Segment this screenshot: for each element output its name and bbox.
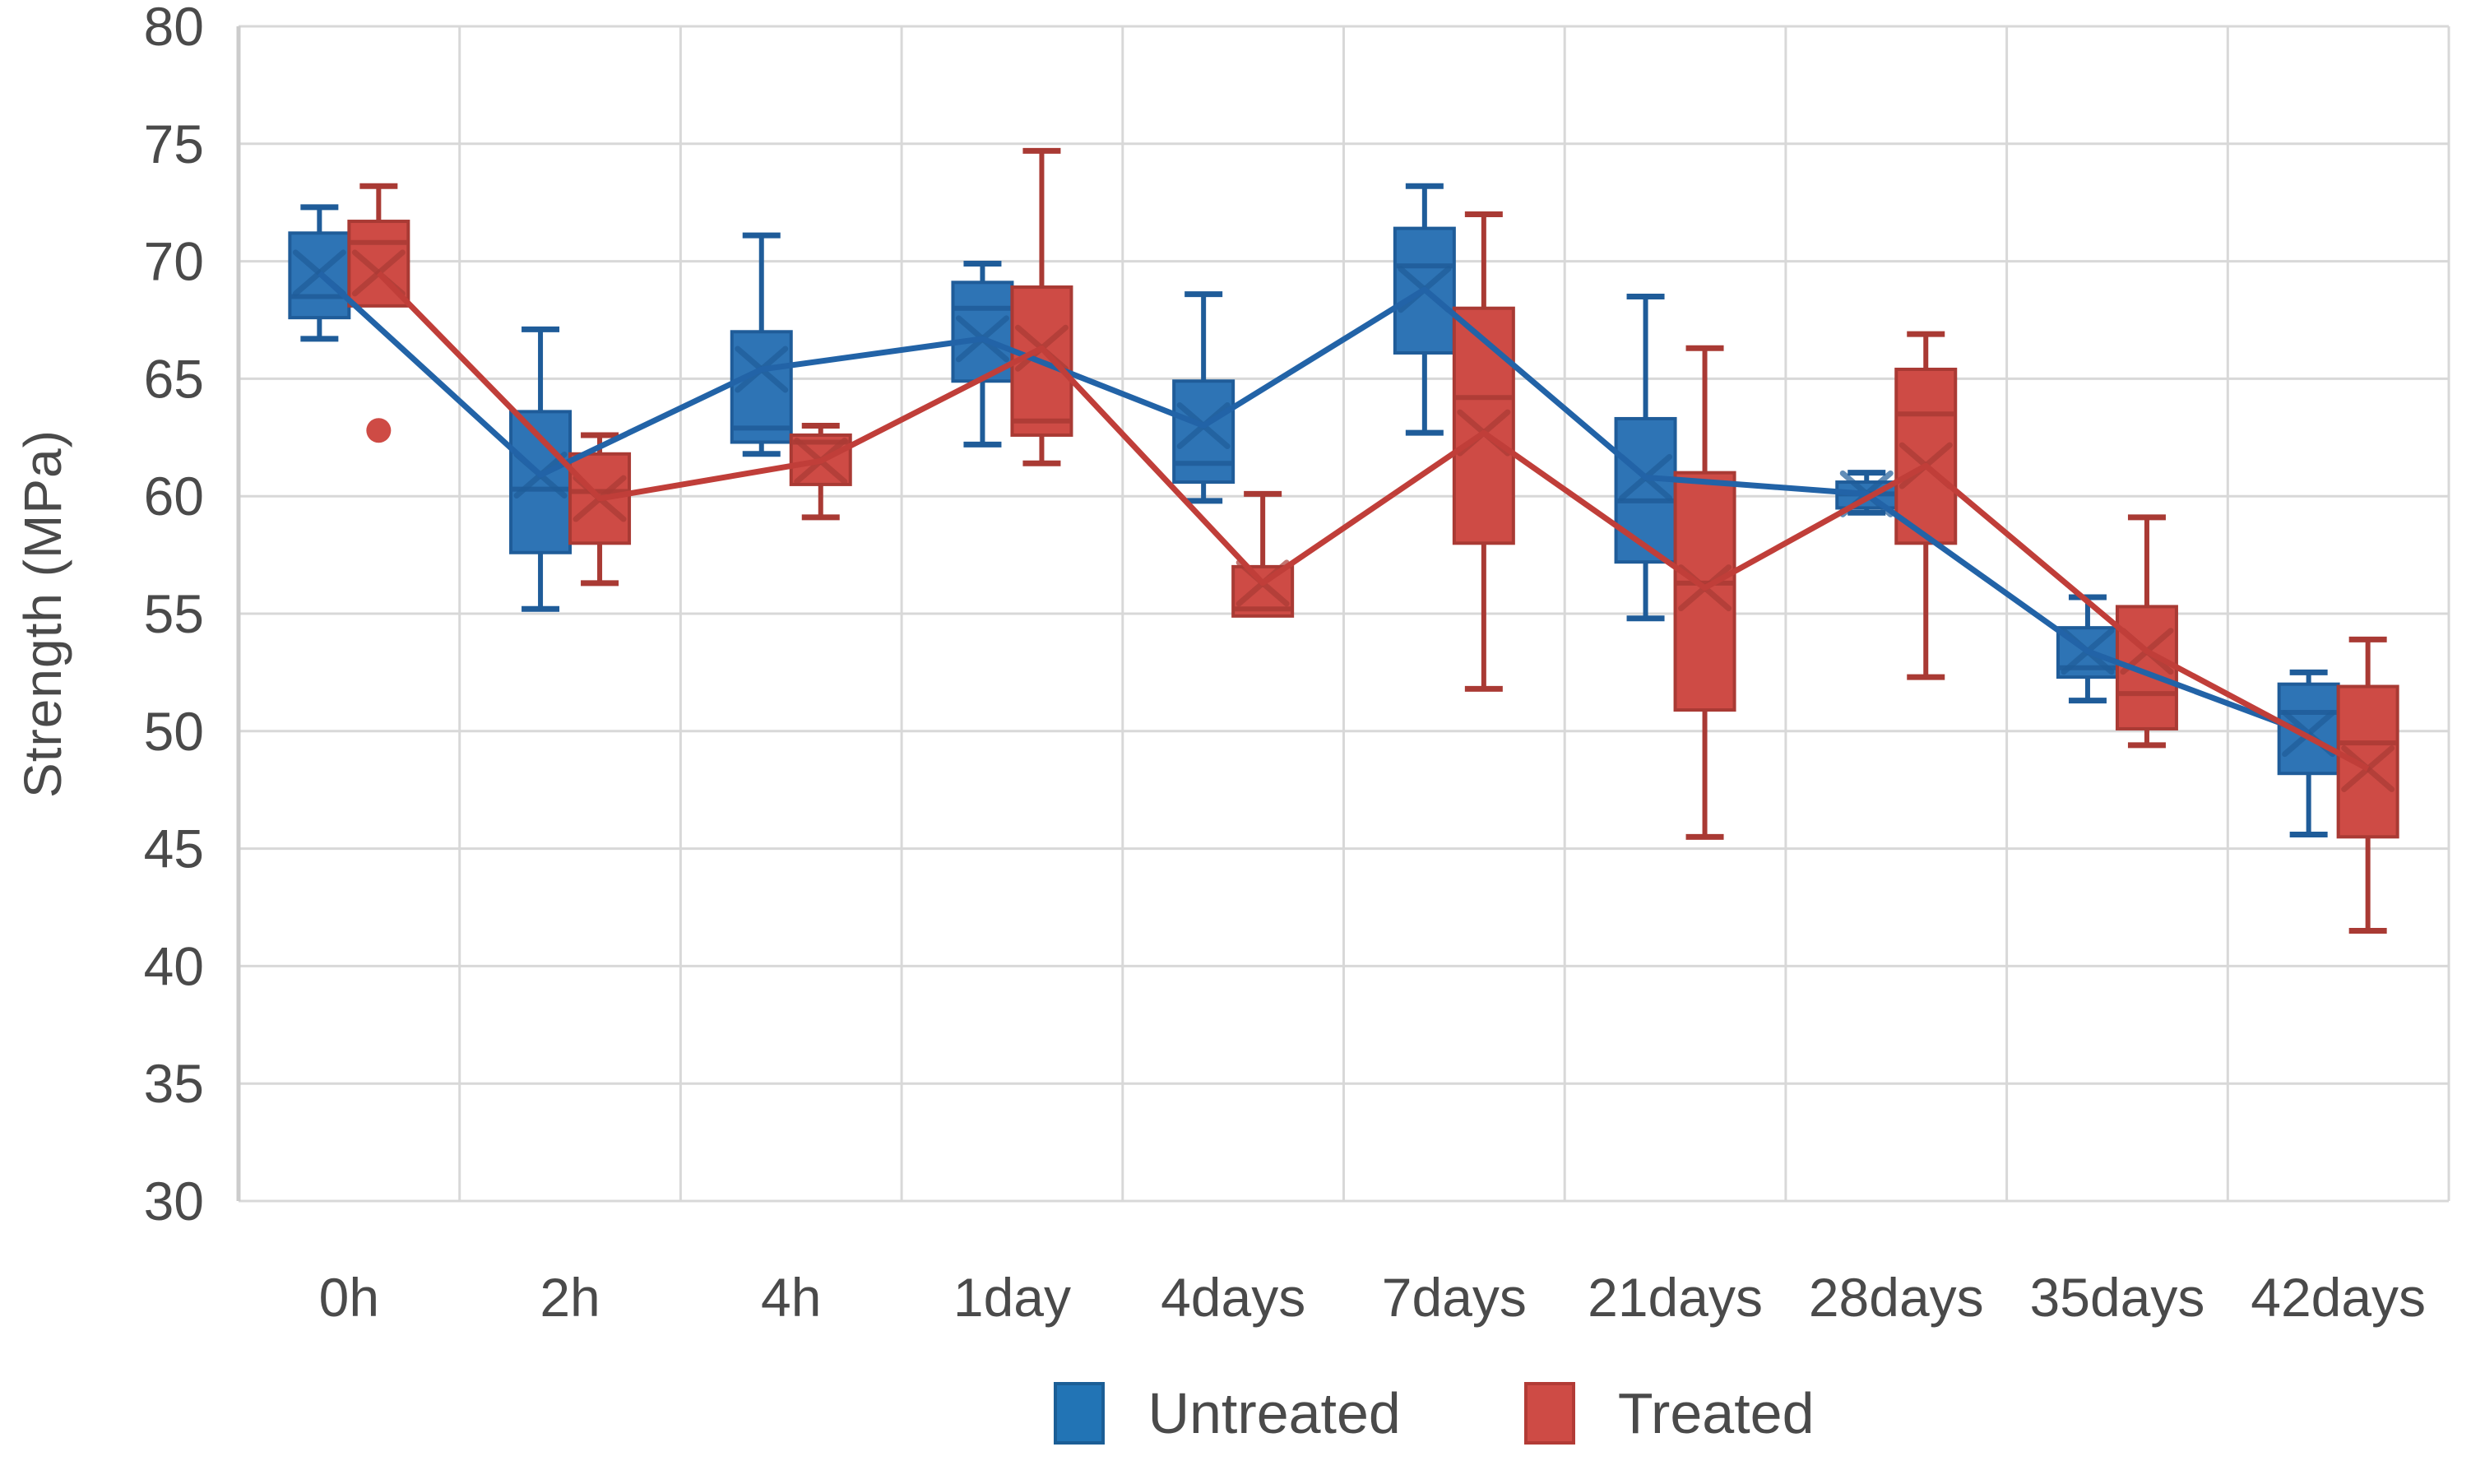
y-tick-label: 30 xyxy=(144,1171,204,1231)
box-treated-0h xyxy=(347,183,410,308)
x-category-label: 28days xyxy=(1809,1267,1984,1328)
box-treated-28days xyxy=(1894,331,1958,680)
legend-label-treated: Treated xyxy=(1617,1381,1815,1445)
box-untreated-4h xyxy=(730,232,793,457)
iqr-box xyxy=(1172,379,1236,485)
y-tick-label: 65 xyxy=(144,348,204,409)
y-tick-labels: 80 75 70 65 60 55 50 45 40 35 30 xyxy=(144,0,204,1231)
box-untreated-2h xyxy=(509,326,573,612)
box-treated-42days xyxy=(2336,636,2399,934)
y-tick-label: 60 xyxy=(144,466,204,526)
y-tick-label: 50 xyxy=(144,701,204,762)
y-tick-label: 35 xyxy=(144,1053,204,1114)
x-category-label: 4days xyxy=(1161,1267,1305,1328)
x-category-label: 21days xyxy=(1588,1267,1763,1328)
x-category-label: 7days xyxy=(1382,1267,1527,1328)
box-treated-4h xyxy=(789,423,852,521)
untreated-swatch-icon xyxy=(1054,1382,1106,1445)
gridlines xyxy=(236,25,2450,1203)
legend-item-treated: Treated xyxy=(1523,1380,1815,1446)
y-tick-label: 75 xyxy=(144,114,204,174)
y-tick-label: 45 xyxy=(144,819,204,879)
box-treated-21days xyxy=(1673,345,1736,840)
legend-item-untreated: Untreated xyxy=(1054,1380,1401,1446)
box-untreated-42days xyxy=(2277,669,2340,837)
iqr-box xyxy=(1894,367,1958,545)
iqr-box xyxy=(951,281,1014,383)
y-tick-label: 80 xyxy=(144,0,204,57)
x-category-label: 35days xyxy=(2030,1267,2205,1328)
x-category-label: 0h xyxy=(319,1267,379,1328)
legend-label-untreated: Untreated xyxy=(1147,1381,1401,1445)
x-category-label: 42days xyxy=(2251,1267,2426,1328)
y-tick-label: 40 xyxy=(144,935,204,996)
y-tick-label: 70 xyxy=(144,231,204,292)
mean-trend-line-treated xyxy=(376,271,2370,772)
x-category-label: 1day xyxy=(953,1267,1071,1328)
y-tick-label: 55 xyxy=(144,583,204,644)
x-category-labels: 0h 2h 4h 1day 4days 7days 21days 28days 35days 42… xyxy=(319,1267,2426,1328)
iqr-box xyxy=(1452,306,1515,545)
iqr-box xyxy=(1614,416,1677,564)
legend: Untreated Treated xyxy=(329,1380,2471,1446)
box-treated-7days xyxy=(1452,211,1515,692)
iqr-box xyxy=(509,410,573,554)
outlier-point xyxy=(366,418,392,443)
mean-trend-line-untreated xyxy=(317,271,2310,736)
box-untreated-1day xyxy=(951,260,1014,448)
box-treated-4days xyxy=(1231,490,1295,618)
box-untreated-4days xyxy=(1172,291,1236,504)
box-untreated-7days xyxy=(1393,183,1456,436)
box-treated-1day xyxy=(1010,147,1073,466)
x-category-label: 4h xyxy=(761,1267,821,1328)
y-axis-title: Strength (MPa) xyxy=(13,429,72,798)
x-category-label: 2h xyxy=(540,1267,600,1328)
iqr-box xyxy=(2336,684,2399,839)
treated-swatch-icon xyxy=(1523,1382,1575,1445)
